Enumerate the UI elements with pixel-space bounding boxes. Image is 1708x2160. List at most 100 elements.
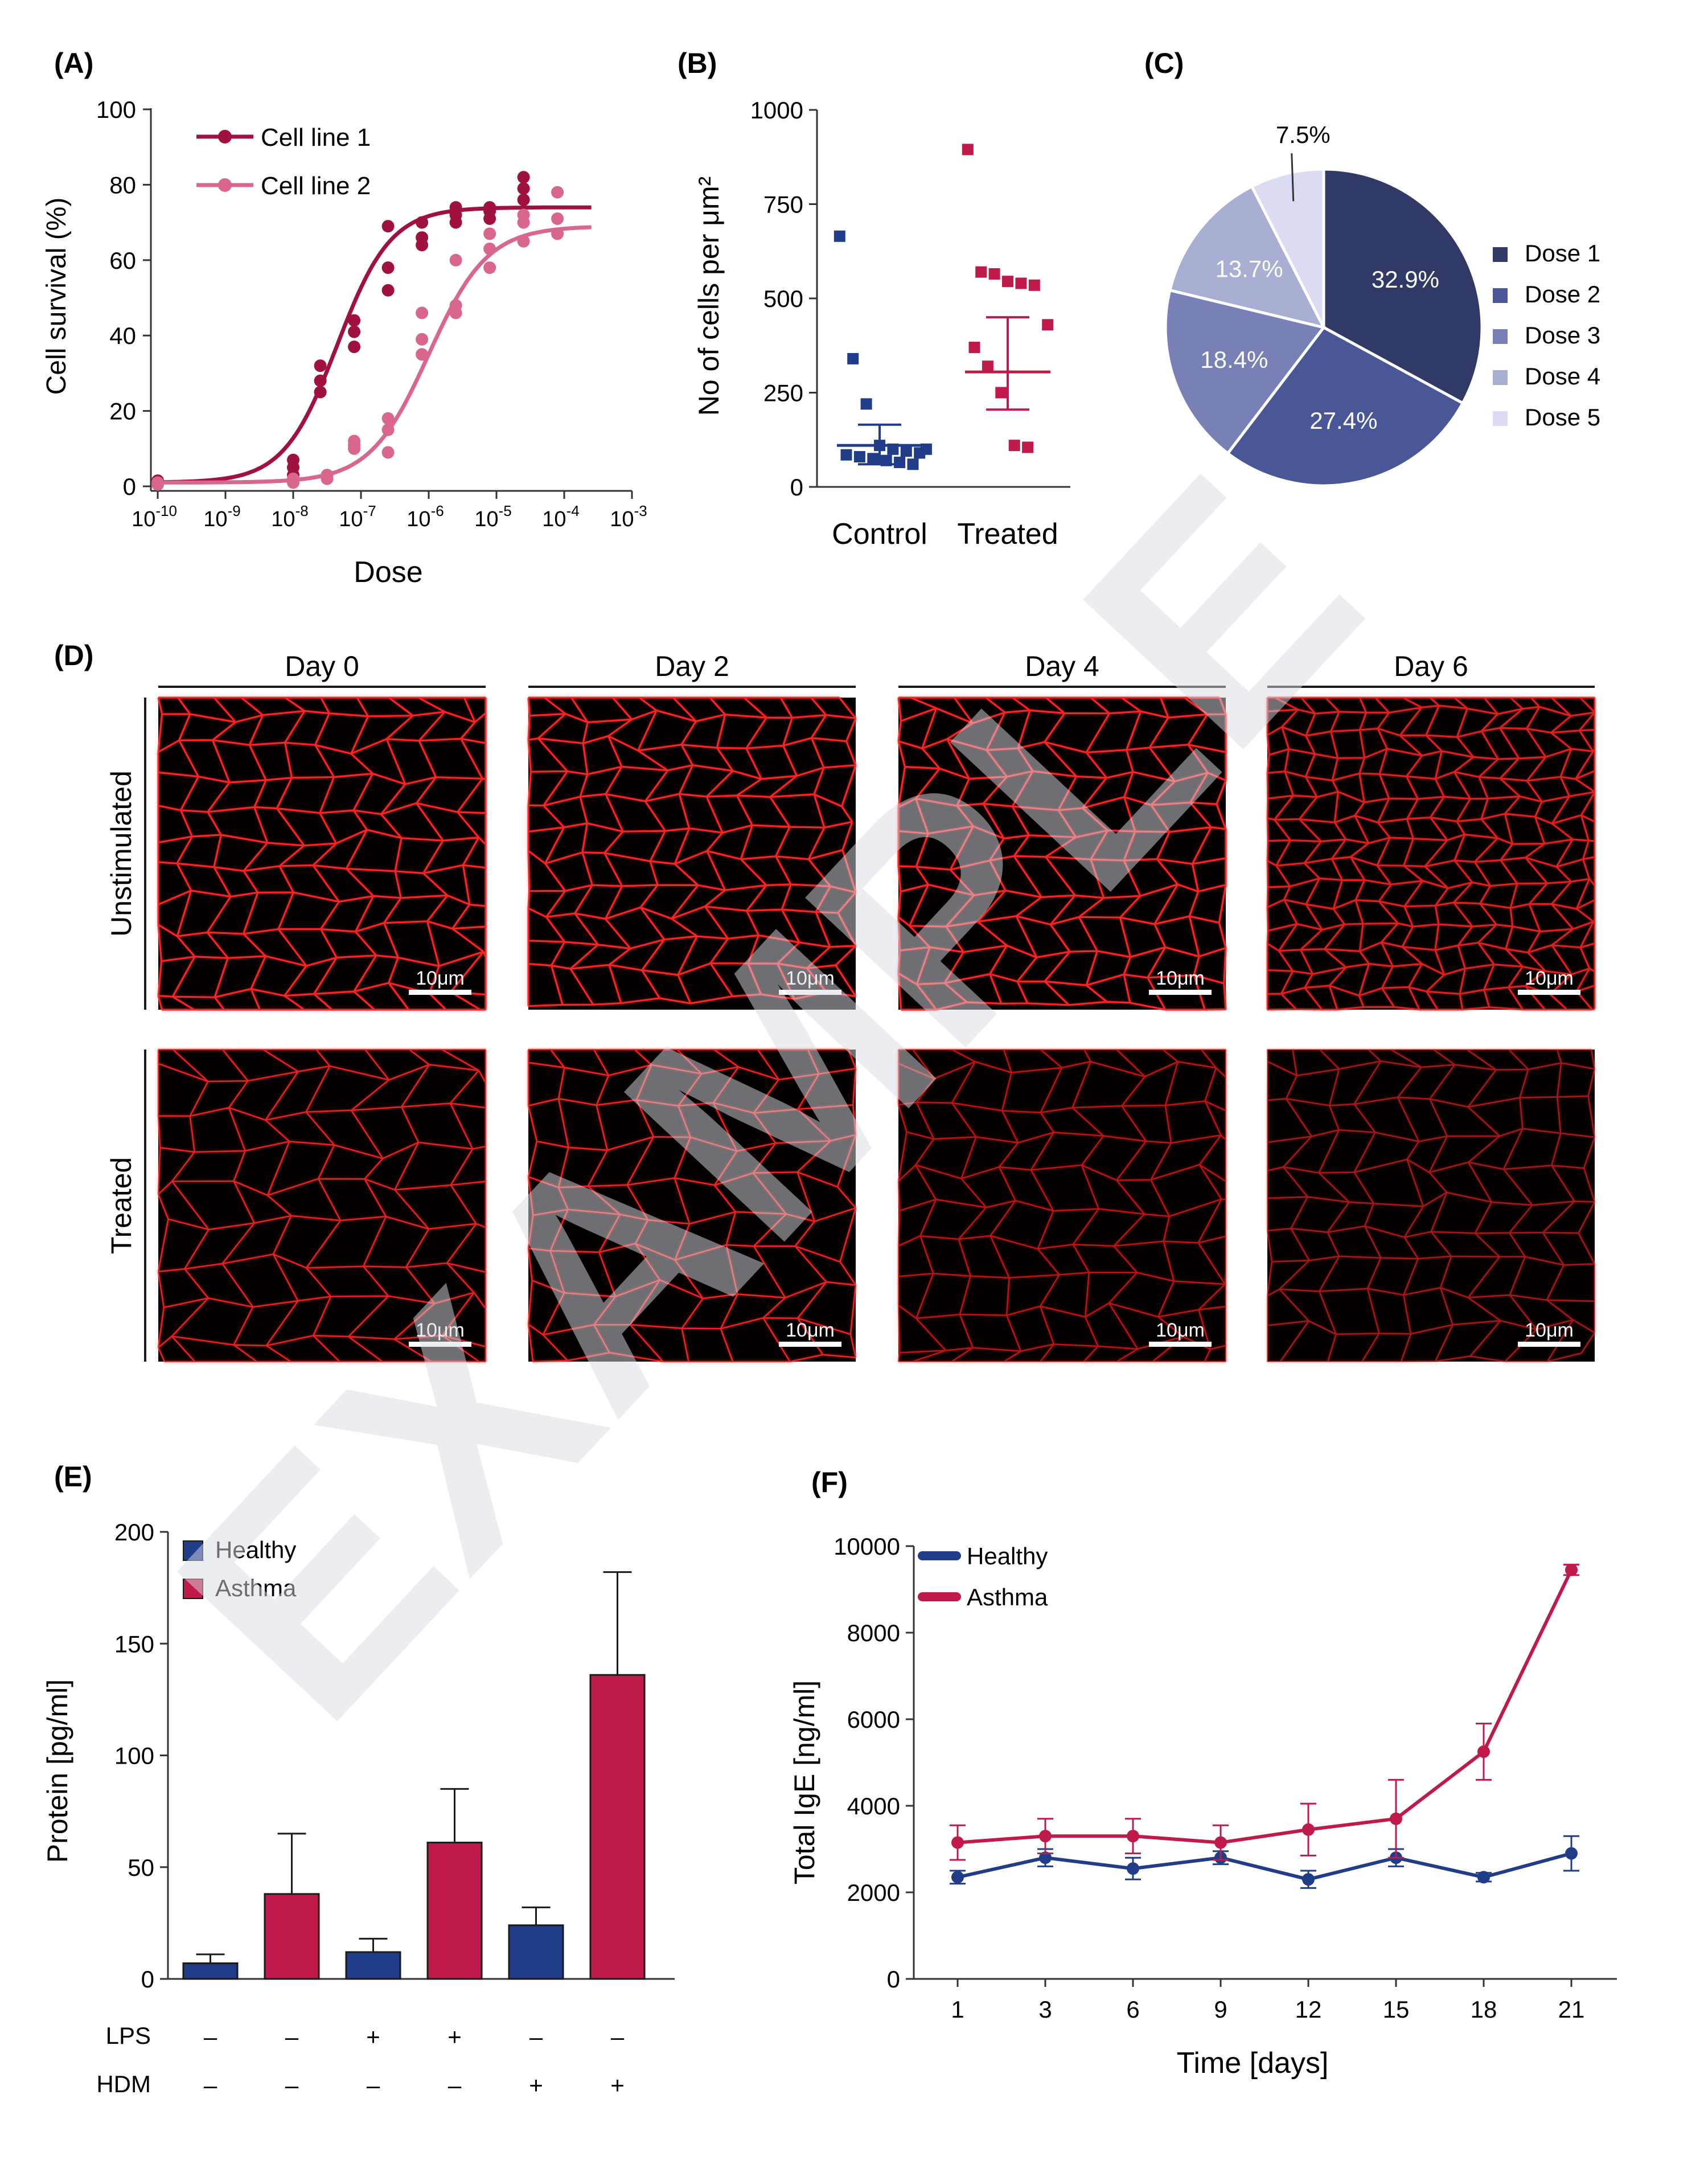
panel-f-data-point	[1565, 1847, 1578, 1860]
panel-a-data-point	[348, 341, 361, 354]
panel-b-data-point	[867, 453, 879, 465]
panel-e-condition-mark: +	[447, 2023, 462, 2050]
panel-d-scale-bar-label: 10μm	[1525, 968, 1574, 989]
panel-c-pie-slice	[1322, 167, 1484, 405]
panel-b-data-point	[1002, 276, 1013, 288]
panel-a-data-point	[416, 216, 429, 229]
panel-f-x-tick-label: 1	[951, 1996, 964, 2023]
panel-a-y-tick-label: 100	[96, 96, 136, 123]
panel-a-data-point	[483, 227, 496, 240]
panel-a-data-point	[416, 306, 429, 319]
panel-e-legend-swatch	[183, 1540, 203, 1561]
panel-f-x-axis-label: Time [days]	[1177, 2047, 1329, 2080]
panel-b-data-point	[1022, 441, 1034, 453]
panel-b-y-tick-label: 0	[790, 474, 803, 501]
panel-c-legend-swatch	[1493, 288, 1508, 303]
panel-e-condition-mark: +	[610, 2072, 625, 2098]
panel-f-data-point	[1039, 1830, 1052, 1843]
panel-a-x-tick-label: 10-4	[542, 502, 579, 531]
panel-d-scale-bar	[1518, 1342, 1580, 1347]
panel-e-condition-mark: –	[285, 2072, 299, 2098]
panel-f-x-tick-label: 6	[1126, 1996, 1139, 2023]
panel-e-y-tick-label: 0	[141, 1966, 154, 1993]
panel-a-data-point	[381, 261, 395, 274]
panel-b-data-point	[907, 458, 919, 470]
panel-a-y-tick-label: 0	[123, 473, 136, 500]
panel-f-data-point	[1214, 1836, 1227, 1849]
panel-label-d: (D)	[54, 640, 93, 671]
panel-f-x-tick-label: 15	[1383, 1996, 1410, 2023]
panel-a-data-point	[517, 182, 530, 195]
panel-d-membrane-glow	[156, 1047, 488, 1364]
panel-c-pie-slice	[1225, 325, 1465, 487]
panel-e-condition-mark: +	[529, 2072, 543, 2098]
panel-d-scale-bar	[779, 1342, 841, 1347]
panel-e-condition-label: HDM	[96, 2071, 151, 2097]
panel-d-membrane-glow	[1265, 1047, 1597, 1364]
panel-f-x-tick-label: 12	[1295, 1996, 1322, 2023]
panel-e-condition-mark: –	[367, 2072, 380, 2098]
panel-b-data-point	[840, 449, 852, 461]
panel-e-legend-swatch	[183, 1579, 203, 1599]
panel-a-data-point	[381, 423, 395, 436]
panel-c-legend-swatch	[1493, 329, 1508, 344]
panel-b-data-point	[975, 266, 987, 278]
panel-d-micrographs: Day 0 Day 2 Day 4 Day 6 Unstimulated Treated…	[105, 650, 1597, 1364]
panel-e-condition-mark: –	[611, 2023, 625, 2050]
panel-c-pie-slice	[1168, 185, 1327, 330]
panel-a-data-point	[348, 435, 361, 448]
panel-a-data-point	[314, 359, 327, 372]
panel-b-y-tick-label: 500	[763, 285, 803, 312]
panel-a-legend-marker	[218, 178, 232, 192]
panel-a-data-point	[381, 220, 395, 233]
panel-d-scale-bar-label: 10μm	[1156, 968, 1205, 989]
panel-e-legend-label: Healthy	[215, 1536, 296, 1563]
panel-e-condition-label: LPS	[106, 2022, 151, 2049]
panel-b-data-point	[982, 360, 993, 372]
panel-a-x-tick-label: 10-10	[132, 502, 177, 531]
panel-f-y-tick-label: 6000	[847, 1706, 900, 1733]
panel-b-data-point	[847, 353, 859, 364]
panel-d-membrane-glow	[1265, 695, 1597, 1012]
panel-b-data-point	[995, 387, 1007, 399]
panel-e-bar	[264, 1893, 320, 1980]
panel-f-data-point	[1302, 1873, 1315, 1886]
panel-b-category-label: Treated	[957, 518, 1058, 551]
panel-d-membrane-glow	[896, 695, 1228, 1012]
panel-d-scale-bar-label: 10μm	[786, 1319, 835, 1341]
panel-c-legend-label: Dose 1	[1525, 240, 1600, 267]
panel-c-slice-label: 32.9%	[1372, 266, 1439, 293]
panel-a-data-point	[517, 235, 530, 248]
panel-b-data-point	[1042, 319, 1054, 331]
panel-a-data-point	[449, 253, 462, 267]
panel-b-data-point	[1008, 440, 1020, 452]
panel-e-y-tick-label: 150	[114, 1630, 154, 1657]
panel-d-column-header: Day 6	[1394, 650, 1468, 682]
panel-label-a: (A)	[54, 47, 93, 79]
panel-d-micrograph: 10μm	[526, 1047, 858, 1364]
panel-a-x-axis-label: Dose	[354, 556, 422, 589]
panel-label-f: (F)	[811, 1466, 848, 1498]
panel-e-y-tick-label: 200	[114, 1519, 154, 1546]
panel-e-condition-mark: –	[204, 2072, 217, 2098]
panel-d-membrane-glow	[896, 1047, 1228, 1364]
panel-f-x-tick-label: 18	[1471, 1996, 1497, 2023]
panel-b-data-point	[920, 443, 932, 455]
panel-d-column-header: Day 4	[1025, 650, 1099, 682]
panel-d-micrograph: 10μm	[156, 1047, 488, 1364]
panel-c-legend-label: Dose 2	[1525, 281, 1600, 308]
panel-d-micrograph: 10μm	[896, 695, 1228, 1012]
panel-a-data-point	[416, 333, 429, 346]
panel-d-scale-bar-label: 10μm	[1525, 1319, 1574, 1341]
panel-a-data-point	[551, 227, 564, 240]
panel-f-y-axis-label: Total IgE [ng/ml]	[789, 1681, 820, 1885]
panel-a-data-point	[551, 212, 564, 225]
panel-a-legend-label: Cell line 1	[261, 124, 371, 151]
panel-a-fit-curve-1	[157, 205, 592, 485]
panel-f-data-point	[1390, 1812, 1402, 1825]
panel-b-data-point	[962, 144, 974, 155]
panel-d-scale-bar-label: 10μm	[416, 968, 465, 989]
panel-label-c: (C)	[1144, 47, 1184, 79]
panel-f-data-point	[1127, 1830, 1139, 1843]
